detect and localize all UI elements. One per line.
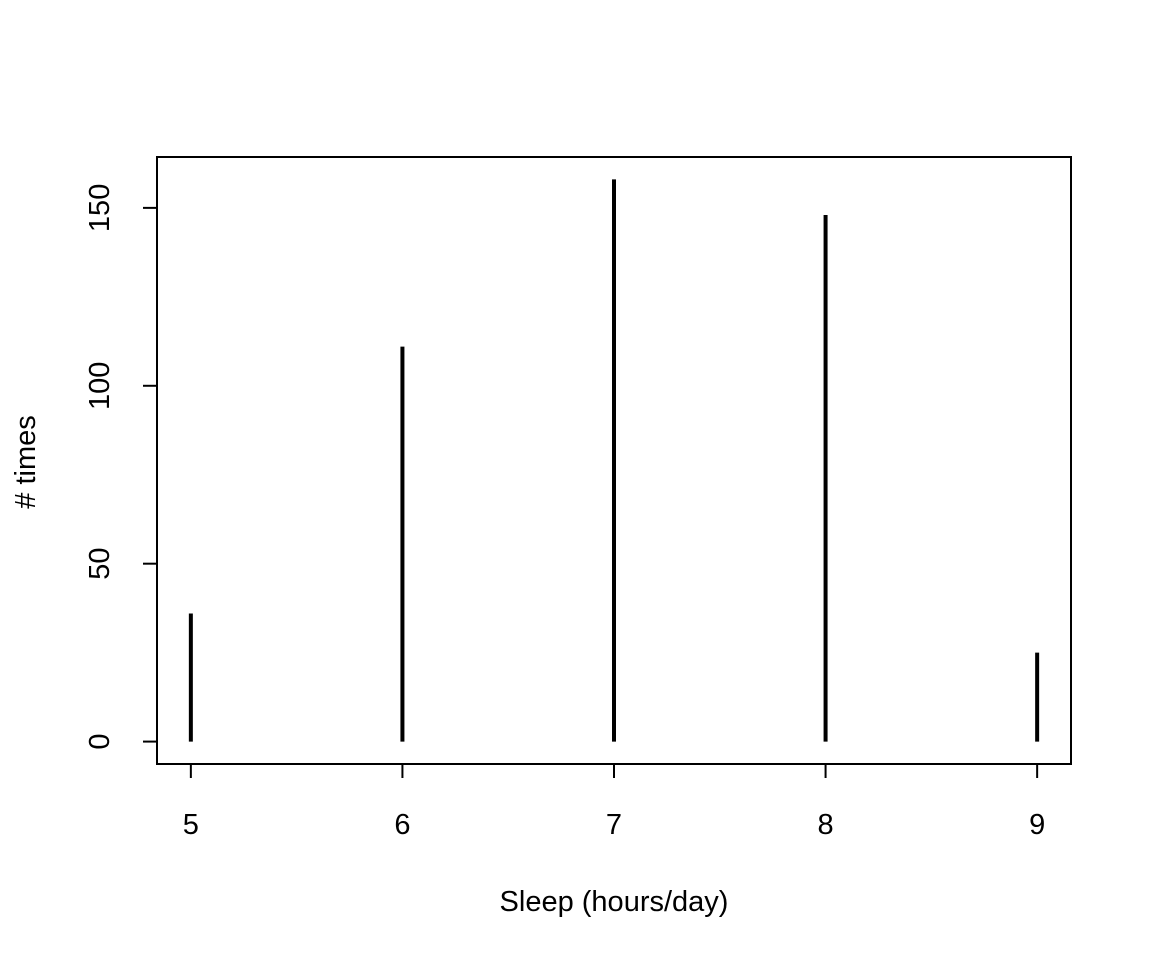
x-tick-label-8: 8 bbox=[818, 809, 834, 841]
y-tick-label-0: 0 bbox=[84, 734, 116, 750]
x-tick-label-5: 5 bbox=[183, 809, 199, 841]
x-axis: 5 6 7 8 9 bbox=[183, 763, 1045, 841]
y-tick-label-150: 150 bbox=[84, 184, 116, 232]
y-axis: 0 50 100 150 bbox=[84, 184, 158, 750]
y-tick-label-50: 50 bbox=[84, 548, 116, 580]
spike-series bbox=[188, 179, 1040, 742]
x-tick-label-6: 6 bbox=[394, 809, 410, 841]
y-tick-label-100: 100 bbox=[84, 362, 116, 410]
y-axis-label: # times bbox=[10, 415, 42, 508]
x-tick-label-9: 9 bbox=[1029, 809, 1045, 841]
x-tick-label-7: 7 bbox=[606, 809, 622, 841]
x-axis-label: Sleep (hours/day) bbox=[500, 886, 729, 918]
